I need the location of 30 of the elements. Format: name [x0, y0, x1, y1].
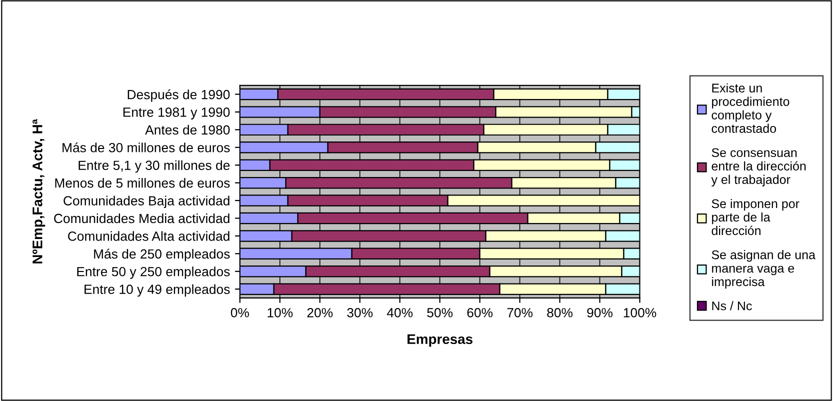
- legend-label: Se asignan de una manera vaga e imprecisa: [712, 250, 816, 289]
- x-tick-label: 50%: [427, 308, 453, 318]
- legend-label: Existe un procedimiento completo y contrastado: [712, 83, 790, 133]
- x-tick-label: 40%: [386, 308, 413, 318]
- y-axis-title: NºEmp,Factu, Actv, Hª: [32, 119, 46, 264]
- x-tick-label: 0%: [230, 308, 249, 318]
- y-tick-label: Comunidades Media actividad: [54, 213, 230, 224]
- x-tick-label: 20%: [307, 308, 333, 318]
- y-tick-label: Más de 30 millones de euros: [62, 142, 230, 152]
- x-tick-label: 30%: [347, 308, 373, 318]
- y-tick-label: Después de 1990: [128, 89, 230, 102]
- y-tick-label: Comunidades Baja actividad: [64, 196, 230, 208]
- y-tick-label: Entre 10 y 49 empleados: [84, 284, 230, 297]
- x-tick-label: 80%: [547, 308, 573, 318]
- x-tick-label: 100%: [624, 308, 656, 318]
- legend-label: Ns / Nc: [712, 301, 752, 310]
- x-tick-label: 70%: [507, 308, 533, 318]
- legend-label: Se imponen por parte de la dirección: [712, 198, 800, 236]
- y-tick-label: Antes de 1980: [145, 124, 230, 135]
- x-tick-label: 60%: [467, 308, 493, 318]
- legend-label: Se consensuan entre la dirección y el trabajador: [711, 148, 806, 186]
- x-tick-label: 10%: [268, 308, 293, 318]
- y-tick-label: Entre 1981 y 1990: [123, 108, 230, 120]
- y-tick-label: Entre 5,1 y 30 millones de: [78, 160, 230, 173]
- y-tick-label: Más de 250 empleados: [94, 248, 230, 262]
- x-axis-title: Empresas: [408, 334, 472, 347]
- y-tick-label: Menos de 5 millones de euros: [55, 178, 230, 188]
- x-tick-label: 90%: [587, 308, 612, 318]
- y-tick-label: Comunidades Alta actividad: [68, 231, 230, 241]
- y-tick-label: Entre 50 y 250 empleados: [77, 266, 230, 279]
